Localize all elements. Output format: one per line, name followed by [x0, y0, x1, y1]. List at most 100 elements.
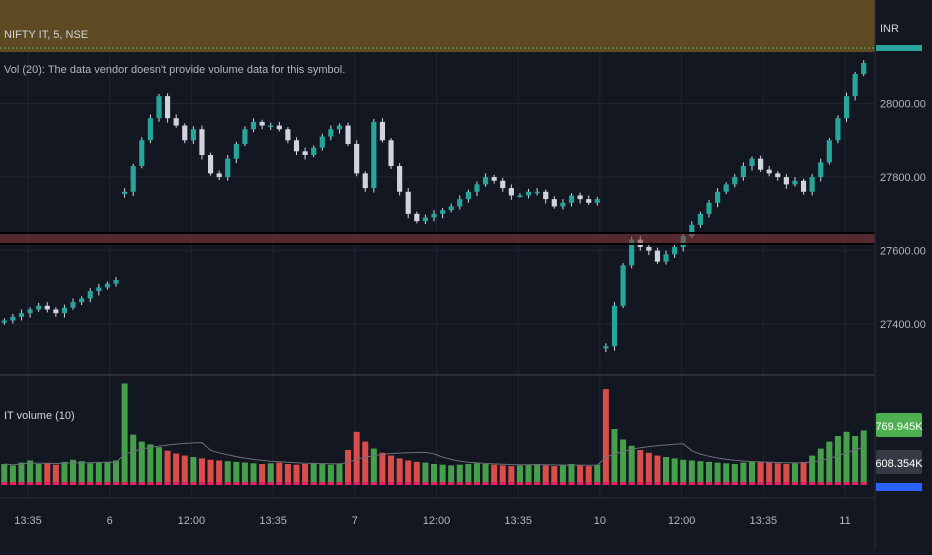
volume-bar — [706, 461, 713, 485]
candle-body — [672, 246, 678, 255]
volume-bar — [78, 461, 85, 485]
volume-bar-base — [181, 482, 188, 485]
volume-bar — [250, 463, 257, 485]
candle-body — [70, 302, 76, 308]
time-tick-label: 6 — [107, 515, 113, 527]
volume-bar — [233, 461, 240, 485]
candle-body — [826, 140, 832, 163]
volume-bar — [671, 458, 678, 485]
resistance-band — [0, 231, 875, 245]
volume-bar — [783, 464, 790, 485]
volume-bar — [18, 462, 25, 485]
candle-body — [431, 213, 437, 218]
volume-bar-base — [448, 482, 455, 485]
time-axis[interactable]: 13:35 6 12:00 13:35 7 12:00 13:35 10 12:00 13:35 1… — [14, 515, 850, 527]
volume-bar-base — [147, 482, 154, 485]
volume-bar — [542, 465, 549, 485]
volume-bar-base — [276, 482, 283, 485]
volume-bar — [362, 441, 369, 485]
volume-last-value: 769.945K — [875, 421, 923, 433]
candle-body — [852, 74, 858, 97]
volume-bar-base — [671, 482, 678, 485]
indicator-legend[interactable]: IT volume (10) — [4, 410, 75, 422]
volume-bar — [181, 455, 188, 485]
volume-bar-base — [319, 482, 326, 485]
volume-bar — [731, 464, 738, 485]
volume-average-badge — [876, 450, 922, 474]
volume-bar-base — [1, 482, 8, 485]
candle-body — [122, 191, 128, 194]
volume-bar — [198, 458, 205, 485]
volume-bar-base — [138, 482, 145, 485]
volume-bar-base — [18, 482, 25, 485]
volume-bar-base — [456, 482, 463, 485]
volume-bar-base — [224, 482, 231, 485]
volume-bar-base — [310, 482, 317, 485]
volume-bar — [121, 383, 128, 485]
candle-body — [577, 195, 583, 200]
candle-body — [311, 147, 317, 155]
volume-bar — [680, 459, 687, 485]
volume-bar-base — [473, 482, 480, 485]
candle-body — [328, 129, 334, 137]
volume-bar-base — [379, 482, 386, 485]
candle-body — [336, 125, 343, 130]
candle-body — [285, 129, 291, 141]
volume-bar — [27, 460, 34, 485]
candle-body — [61, 307, 68, 314]
volume-bar-base — [113, 482, 120, 485]
candle-body — [130, 166, 136, 192]
volume-bar-base — [628, 482, 635, 485]
volume-bar — [430, 464, 438, 485]
price-zone-highlight — [0, 0, 875, 52]
candle-body — [568, 195, 575, 203]
volume-bars — [1, 383, 867, 485]
candle-body — [500, 180, 506, 189]
volume-bar — [688, 460, 695, 485]
volume-bar-base — [809, 482, 816, 485]
volume-bar — [336, 464, 343, 485]
time-tick-label: 13:35 — [750, 515, 778, 527]
candle-body — [534, 191, 540, 194]
volume-bar — [602, 389, 609, 485]
volume-bar — [697, 461, 704, 485]
candles — [1, 60, 867, 353]
volume-bar — [448, 465, 455, 485]
candle-body — [706, 202, 712, 214]
candle-body — [44, 305, 50, 310]
volume-bar-base — [637, 482, 644, 485]
volume-bar — [345, 450, 352, 485]
candle-body — [96, 287, 102, 292]
candle-body — [697, 213, 703, 225]
currency-label[interactable]: INR — [880, 23, 899, 35]
volume-bar — [551, 466, 558, 485]
candle-body — [165, 96, 171, 119]
candle-body — [379, 121, 386, 141]
volume-bar — [61, 461, 68, 485]
candle-body — [620, 265, 626, 306]
price-axis[interactable]: 28000.00 27800.00 27600.00 27400.00 — [880, 98, 926, 331]
volume-bar — [791, 463, 798, 485]
volume-bar — [113, 460, 120, 485]
volume-bar-base — [87, 482, 94, 485]
volume-bar-base — [267, 482, 274, 485]
candle-body — [345, 125, 351, 144]
volume-bar-base — [834, 482, 841, 485]
volume-bar — [379, 452, 386, 485]
volume-bar — [190, 457, 197, 485]
volume-bar-base — [362, 482, 369, 485]
candle-body — [448, 206, 454, 211]
volume-bar — [473, 463, 480, 485]
volume-bar — [809, 455, 816, 485]
symbol-legend[interactable]: NIFTY IT, 5, NSE — [4, 29, 88, 41]
volume-average-value: 608.354K — [875, 458, 923, 470]
volume-bar-base — [388, 482, 395, 485]
volume-bar — [766, 462, 773, 485]
volume-bar — [748, 461, 755, 485]
volume-bar-base — [95, 482, 102, 485]
candle-body — [87, 291, 93, 299]
price-tick-label: 27400.00 — [880, 319, 926, 331]
volume-bar — [654, 455, 661, 485]
